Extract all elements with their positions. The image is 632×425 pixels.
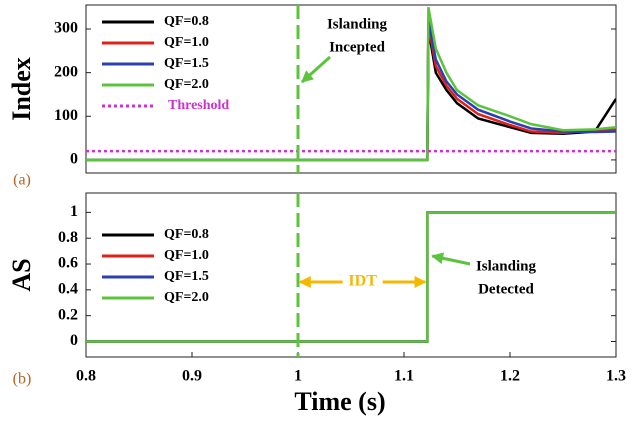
- x-axis-label: Time (s): [294, 387, 385, 416]
- x-tick-label: 1.1: [394, 368, 414, 385]
- y-tick-label: 100: [54, 107, 78, 124]
- legend-label: QF=1.0: [164, 35, 209, 50]
- annotation-arrow: [431, 252, 471, 266]
- plot-area: [85, 4, 617, 174]
- series-line: [86, 211, 616, 343]
- y-tick-label: 0: [70, 332, 78, 349]
- x-tick-label: 0.9: [182, 368, 202, 385]
- y-axis-label: Index: [7, 57, 36, 121]
- legend-label: Threshold: [168, 98, 229, 113]
- y-tick-label: 1: [70, 203, 78, 220]
- series-line: [86, 6, 616, 162]
- annotation: Incepted: [329, 39, 385, 55]
- annotation: Detected: [478, 281, 534, 297]
- x-tick-label: 1: [294, 368, 302, 385]
- legend-label: QF=0.8: [164, 227, 209, 242]
- x-tick-label: 1.3: [606, 368, 626, 385]
- legend-label: QF=2.0: [164, 77, 209, 92]
- y-tick-label: 0.6: [58, 255, 78, 272]
- y-tick-label: 0.8: [58, 229, 78, 246]
- annotation-arrow: [301, 55, 331, 84]
- y-tick-label: 0.4: [58, 281, 78, 298]
- y-tick-label: 0: [70, 151, 78, 168]
- legend-label: QF=1.5: [164, 269, 209, 284]
- panel-label: (b): [13, 371, 32, 388]
- legend-label: QF=1.5: [164, 56, 209, 71]
- y-axis-label: AS: [7, 258, 36, 291]
- annotation: Islanding: [327, 16, 388, 32]
- panel-label: (a): [13, 172, 31, 189]
- x-tick-label: 1.2: [500, 368, 520, 385]
- plot-area: [85, 192, 617, 358]
- legend-label: QF=2.0: [164, 290, 209, 305]
- interval-label: IDT: [348, 273, 377, 290]
- y-tick-label: 0.2: [58, 306, 78, 323]
- legend-label: QF=1.0: [164, 248, 209, 263]
- x-tick-label: 0.8: [76, 368, 96, 385]
- annotation: Islanding: [476, 258, 537, 274]
- y-tick-label: 300: [54, 20, 78, 37]
- plot-lines: [86, 6, 616, 162]
- plot-lines: [86, 211, 616, 343]
- y-tick-label: 200: [54, 63, 78, 80]
- legend-label: QF=0.8: [164, 14, 209, 29]
